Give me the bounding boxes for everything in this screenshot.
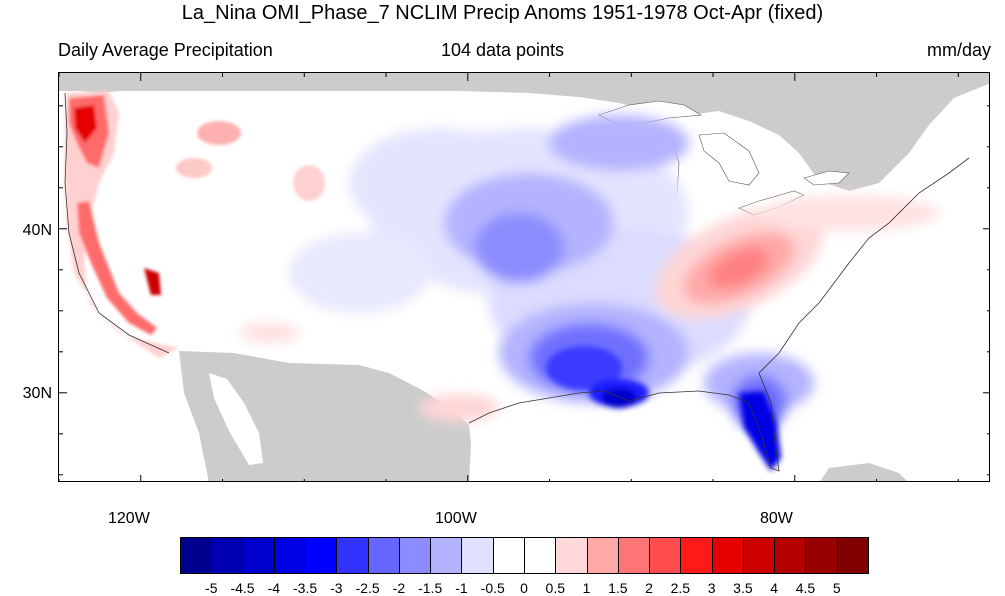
colorbar-swatch (242, 537, 275, 574)
colorbar-swatch (617, 537, 651, 574)
colorbar-label: -5 (205, 580, 218, 596)
colorbar-label: -3.5 (293, 580, 318, 596)
colorbar-swatch (586, 537, 619, 574)
west-coast-positive (65, 91, 325, 358)
colorbar-swatch (555, 537, 588, 574)
colorbar-swatch (492, 537, 525, 574)
colorbar-label: -4 (267, 580, 281, 596)
lon-tick-100w: 100W (435, 510, 477, 527)
colorbar-swatch (211, 537, 244, 574)
lat-tick-40n: 40N (22, 222, 52, 239)
coastlines (64, 92, 970, 472)
strong-negative-anomaly (546, 346, 781, 471)
lat-tick-30n: 30N (22, 385, 52, 402)
colorbar-label: 2.5 (670, 580, 691, 596)
colorbar-swatch (180, 537, 213, 574)
colorbar-label: -2 (392, 580, 406, 596)
colorbar-label: -4.5 (230, 580, 255, 596)
colorbar-swatch (836, 537, 869, 574)
precip-anomaly-map (59, 73, 989, 481)
colorbar-swatch (680, 537, 713, 574)
colorbar-swatch (649, 537, 682, 574)
colorbar-label: 3.5 (733, 580, 753, 596)
colorbar-swatch (398, 537, 432, 574)
colorbar-label: -0.5 (480, 580, 505, 596)
colorbar-label: 0.5 (545, 580, 565, 596)
colorbar-label: 0 (520, 580, 528, 596)
canada-land (59, 73, 989, 191)
center-subtitle: 104 data points (440, 40, 565, 60)
colorbar-swatch (273, 537, 307, 574)
colorbar-swatch (430, 537, 463, 574)
lake-ontario (803, 170, 850, 186)
colorbar-swatch (367, 537, 400, 574)
gulf-of-california (209, 373, 263, 465)
colorbar-swatch (774, 537, 807, 574)
colorbar-swatch (524, 537, 557, 574)
colorbar-label: 4.5 (795, 580, 816, 596)
left-subtitle: Daily Average Precipitation (58, 40, 273, 60)
lon-tick-80w: 80W (760, 510, 793, 527)
units-label: mm/day (926, 40, 991, 60)
colorbar-label: -2.5 (355, 580, 380, 596)
cuba-land (820, 463, 907, 481)
colorbar-label: -1 (455, 580, 468, 596)
colorbar-label: 1 (582, 580, 591, 596)
colorbar-label: 2 (645, 580, 653, 596)
plot-title: La_Nina OMI_Phase_7 NCLIM Precip Anoms 1… (181, 2, 824, 24)
lon-tick-120w: 120W (108, 510, 150, 527)
colorbar-label: 1.5 (608, 580, 628, 596)
colorbar-swatch (711, 537, 744, 574)
colorbar-label: -1.5 (418, 580, 443, 596)
colorbar-swatch (805, 537, 838, 574)
positive-anomaly-field (239, 195, 939, 422)
map-panel (58, 72, 990, 482)
lake-huron (698, 132, 760, 186)
colorbar-swatch (461, 537, 494, 574)
colorbar-label: 5 (832, 580, 841, 596)
colorbar-swatch (336, 537, 369, 574)
colorbar-label: -3 (330, 580, 343, 596)
colorbar (180, 537, 869, 574)
colorbar-label: 3 (707, 580, 716, 596)
colorbar-swatch (742, 537, 776, 574)
colorbar-label: 4 (770, 580, 779, 596)
colorbar-swatch (305, 537, 338, 574)
